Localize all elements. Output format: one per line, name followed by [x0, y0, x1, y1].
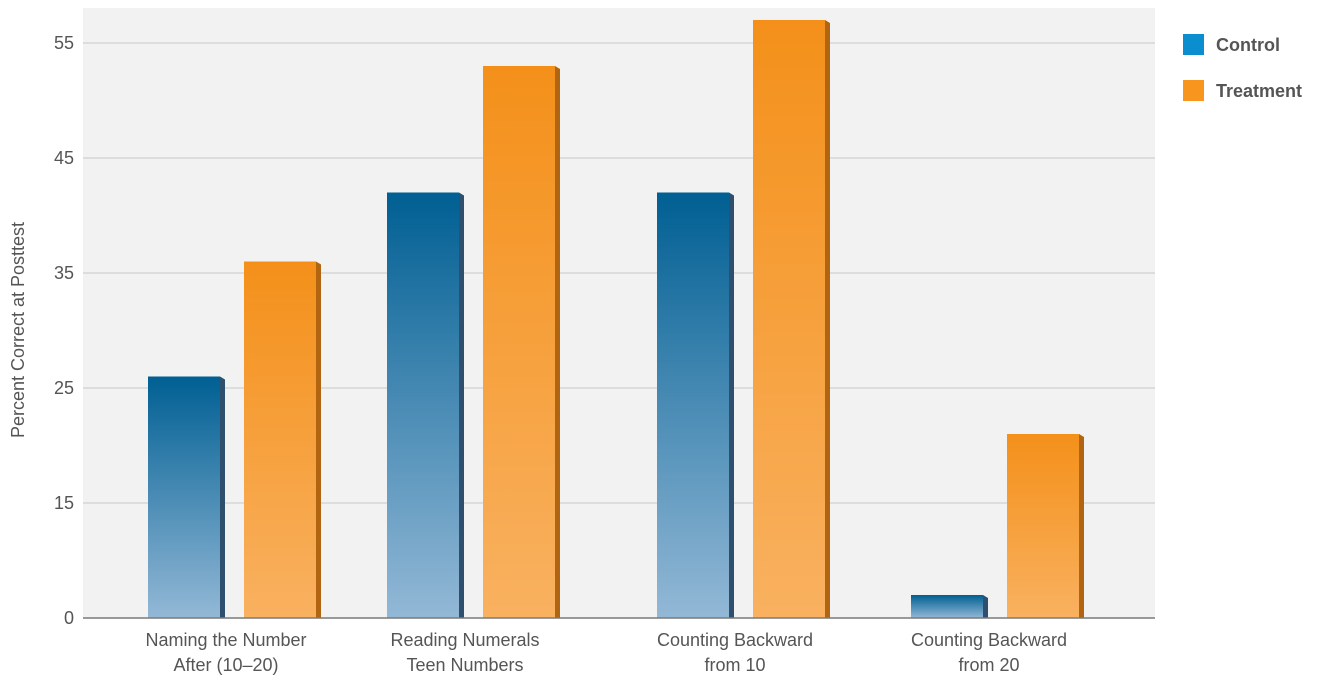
bar-side: [983, 595, 988, 618]
bar-control-2: [657, 192, 734, 618]
bar-control-0: [148, 376, 225, 618]
x-category-label: Counting Backward from 20: [911, 630, 1067, 675]
y-tick-label: 25: [54, 378, 74, 398]
y-axis-ticks: 0 15 25 35 45 55: [54, 33, 74, 628]
bar-side: [729, 192, 734, 618]
x-category-label-line: Teen Numbers: [406, 655, 523, 675]
x-category-label-line: Naming the Number: [145, 630, 306, 650]
y-tick-label: 15: [54, 493, 74, 513]
legend-label-treatment: Treatment: [1216, 81, 1302, 101]
bar-face: [148, 376, 220, 618]
x-axis-categories: Naming the Number After (10–20) Reading Nu…: [145, 630, 1067, 675]
plot-background: [83, 8, 1155, 618]
bar-treatment-3: [1007, 434, 1084, 618]
bar-treatment-2: [753, 20, 830, 618]
y-tick-label: 35: [54, 263, 74, 283]
bar-side: [1079, 434, 1084, 618]
bar-face: [753, 20, 825, 618]
x-category-label: Reading Numerals Teen Numbers: [390, 630, 539, 675]
x-category-label-line: After (10–20): [173, 655, 278, 675]
bar-face: [657, 192, 729, 618]
bar-face: [244, 261, 316, 618]
y-axis-label: Percent Correct at Posttest: [8, 222, 28, 438]
bar-face: [911, 595, 983, 618]
x-category-label-line: from 20: [958, 655, 1019, 675]
bar-treatment-1: [483, 66, 560, 618]
bar-control-3: [911, 595, 988, 618]
y-tick-label: 45: [54, 148, 74, 168]
x-category-label-line: Reading Numerals: [390, 630, 539, 650]
bar-side: [825, 20, 830, 618]
legend: Control Treatment: [1183, 34, 1302, 101]
legend-swatch-treatment: [1183, 80, 1204, 101]
bar-side: [220, 376, 225, 618]
bar-control-1: [387, 192, 464, 618]
bar-face: [387, 192, 459, 618]
x-category-label: Counting Backward from 10: [657, 630, 813, 675]
bar-treatment-0: [244, 261, 321, 618]
y-tick-label: 55: [54, 33, 74, 53]
bar-side: [555, 66, 560, 618]
bar-side: [316, 261, 321, 618]
bars: [148, 20, 1084, 618]
bar-face: [1007, 434, 1079, 618]
x-category-label: Naming the Number After (10–20): [145, 630, 306, 675]
legend-label-control: Control: [1216, 35, 1280, 55]
bar-side: [459, 192, 464, 618]
y-tick-label: 0: [64, 608, 74, 628]
bar-face: [483, 66, 555, 618]
x-category-label-line: from 10: [704, 655, 765, 675]
x-category-label-line: Counting Backward: [911, 630, 1067, 650]
legend-swatch-control: [1183, 34, 1204, 55]
x-category-label-line: Counting Backward: [657, 630, 813, 650]
